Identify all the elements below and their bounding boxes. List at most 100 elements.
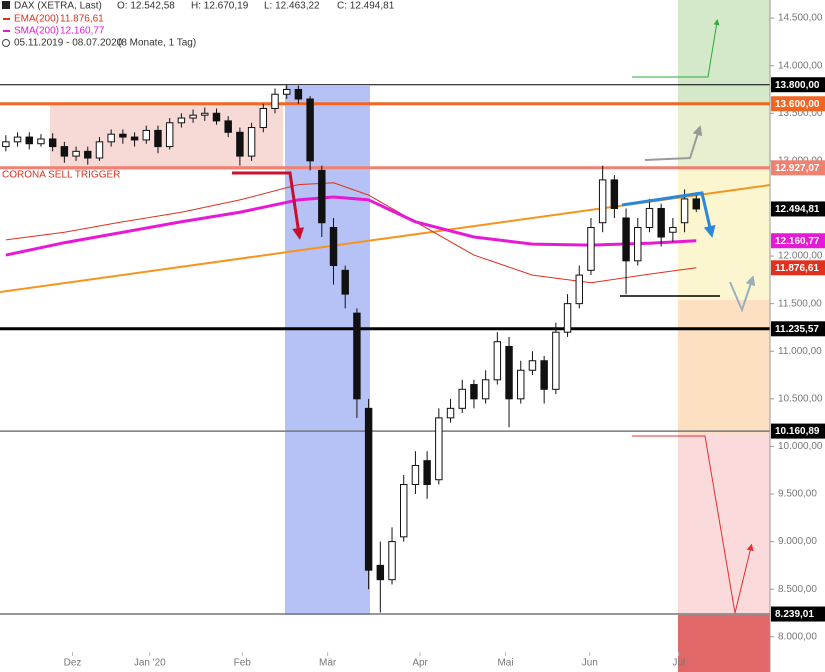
- legend-instrument: DAX (XETRA, Last): [14, 1, 102, 12]
- level-label-box: [771, 77, 825, 93]
- candle-body: [470, 384, 478, 400]
- levels: [0, 84, 770, 615]
- zone: [678, 433, 770, 615]
- candle-body: [306, 98, 314, 162]
- candle-body: [154, 129, 162, 148]
- candle-body: [446, 407, 455, 419]
- candle-body: [294, 88, 303, 100]
- candle-body: [201, 112, 209, 116]
- candle-body: [224, 120, 232, 133]
- level-label-box: [771, 606, 825, 622]
- level-label: 12.160,77: [775, 236, 820, 247]
- candle-body: [669, 226, 677, 233]
- candle-body: [552, 331, 560, 390]
- arrow: [632, 19, 720, 78]
- arrow: [644, 125, 703, 161]
- level-label-box: [771, 260, 825, 276]
- zone: [678, 300, 770, 433]
- candle-body: [13, 136, 22, 143]
- candle-body: [72, 150, 80, 157]
- zones: [50, 0, 770, 672]
- candle-body: [458, 388, 466, 409]
- zone: [678, 0, 770, 105]
- candle-body: [165, 122, 174, 148]
- legend-label: EMA(200): [14, 14, 59, 25]
- zone: [678, 170, 770, 300]
- y-tick-label: 10.000,00: [778, 441, 823, 452]
- level-label-box: [771, 233, 825, 249]
- annotation: CORONA SELL TRIGGER: [2, 170, 120, 181]
- legend-ohlc: C: 12.494,81: [337, 1, 395, 12]
- candles: [2, 84, 700, 613]
- y-tick-label: 12.000,00: [778, 251, 823, 262]
- level-label-box: [771, 160, 825, 176]
- legend-icon: [2, 39, 10, 47]
- candle-body: [435, 417, 443, 481]
- candle-body: [329, 226, 338, 267]
- level-label-box: [771, 96, 825, 112]
- y-axis-labels: 14.500,0014.000,0013.500,0013.000,0012.0…: [770, 13, 825, 642]
- candle-body: [25, 136, 33, 145]
- x-tick-label: Dez: [64, 658, 82, 669]
- legend-label: SMA(200): [14, 26, 59, 37]
- legend: DAX (XETRA, Last) O: 12.542,58 H: 12.670…: [2, 1, 395, 49]
- candle-body: [563, 303, 572, 333]
- candle-body: [212, 112, 221, 122]
- candle-body: [634, 226, 642, 262]
- candle-body: [259, 108, 268, 129]
- candle-body: [353, 312, 361, 400]
- level-label: 11.235,57: [775, 324, 819, 335]
- arrow: [729, 275, 756, 313]
- candle-body: [622, 217, 630, 262]
- legend-span: (8 Monate, 1 Tag): [118, 38, 196, 49]
- candle-body: [493, 341, 502, 381]
- y-tick-label: 13.500,00: [778, 108, 823, 119]
- x-tick-label: Apr: [412, 658, 428, 669]
- x-tick-label: Mai: [497, 658, 513, 669]
- y-tick-label: 10.500,00: [778, 393, 823, 404]
- candle-body: [481, 379, 490, 400]
- y-tick-label: 8.500,00: [778, 584, 817, 595]
- y-tick-label: 9.500,00: [778, 489, 817, 500]
- candle-body: [400, 483, 408, 538]
- y-tick-label: 11.000,00: [778, 346, 822, 357]
- candle-body: [341, 269, 349, 295]
- candle-body: [657, 207, 665, 238]
- candle-body: [60, 146, 69, 157]
- zone: [678, 615, 770, 672]
- candle-body: [528, 360, 537, 371]
- level-label: 11.876,61: [775, 263, 819, 274]
- ma-line: [5, 195, 697, 257]
- candle-body: [517, 369, 525, 400]
- candle-body: [271, 93, 279, 110]
- candle-body: [107, 133, 115, 143]
- arrow: [621, 191, 716, 238]
- candle-body: [189, 114, 197, 119]
- arrow: [632, 435, 754, 614]
- legend-ohlc: O: 12.542,58: [117, 1, 175, 12]
- candle-body: [505, 345, 513, 400]
- candle-body: [680, 198, 689, 224]
- level-label: 12.927,07: [775, 163, 820, 174]
- y-tick-label: 11.500,00: [778, 298, 822, 309]
- candle-body: [575, 274, 583, 305]
- candle-body: [130, 136, 139, 141]
- legend-period: 05.11.2019 - 08.07.2020: [14, 38, 123, 49]
- level-label: 12.494,81: [775, 204, 820, 215]
- zone: [678, 105, 770, 170]
- candle-body: [282, 88, 291, 95]
- candle-body: [423, 460, 431, 485]
- candle-body: [48, 138, 57, 148]
- candle-body: [645, 207, 654, 228]
- candle-body: [236, 131, 244, 157]
- x-tick-label: Jun: [582, 658, 598, 669]
- candle-body: [364, 407, 373, 571]
- candle-body: [376, 564, 385, 581]
- candle-body: [388, 541, 396, 581]
- legend-value: 11.876,61: [60, 14, 104, 25]
- candle-body: [692, 198, 700, 210]
- level-label: 10.160,89: [775, 426, 820, 437]
- candle-body: [610, 179, 619, 209]
- legend-value: 12.160,77: [60, 26, 105, 37]
